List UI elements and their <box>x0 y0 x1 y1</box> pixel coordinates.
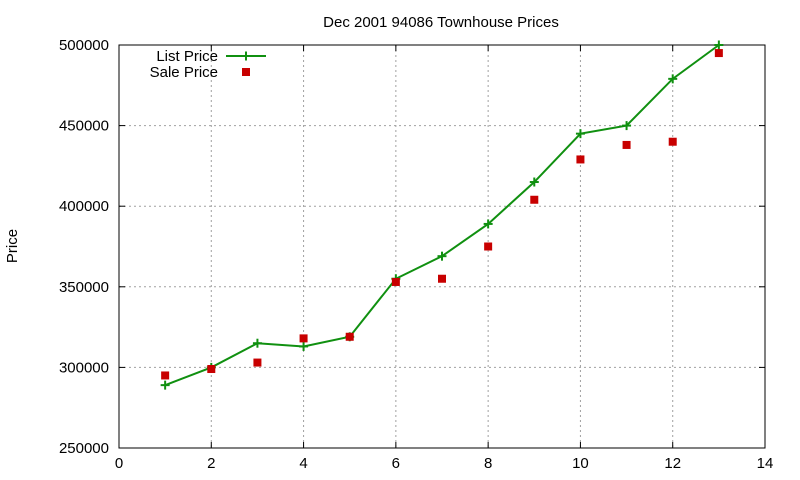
x-tick-label: 2 <box>207 455 215 472</box>
data-point <box>253 358 262 367</box>
data-point <box>622 140 631 149</box>
x-tick-label: 8 <box>484 455 492 472</box>
series <box>160 40 724 390</box>
series-line <box>164 44 720 387</box>
series-sale-price <box>161 49 723 380</box>
x-tick-label: 10 <box>572 455 589 472</box>
y-tick-label: 350000 <box>59 279 109 296</box>
y-axis-label: Price <box>4 229 21 263</box>
y-tick-label: 300000 <box>59 359 109 376</box>
legend-marker <box>242 68 250 76</box>
data-point <box>299 334 308 343</box>
data-point <box>299 341 309 351</box>
data-point <box>575 129 585 139</box>
data-point <box>529 177 539 187</box>
data-point <box>484 242 493 251</box>
data-point <box>622 121 632 131</box>
data-point <box>714 49 723 58</box>
data-point <box>438 274 446 283</box>
data-point <box>207 365 216 374</box>
data-point <box>252 338 262 348</box>
grid <box>119 45 765 448</box>
legend-label: Sale Price <box>150 64 218 81</box>
x-tick-label: 0 <box>115 455 123 472</box>
series-list-price <box>160 40 724 390</box>
data-point <box>161 371 170 380</box>
legend-item: List Price <box>156 48 266 65</box>
legend-item: Sale Price <box>150 64 250 81</box>
data-point <box>437 251 447 261</box>
data-point <box>530 195 539 204</box>
x-tick-label: 14 <box>757 455 774 472</box>
axis-ticks: 0 2 4 6 8 10 12 14 250000 300000 350000 400000 45000… <box>59 37 773 472</box>
data-point <box>576 155 585 164</box>
x-tick-label: 6 <box>392 455 400 472</box>
plot-frame <box>118 44 766 449</box>
data-point <box>160 380 170 390</box>
data-point <box>714 40 724 50</box>
data-point <box>668 74 678 84</box>
data-point <box>483 219 493 229</box>
data-point <box>345 332 354 341</box>
data-point <box>391 277 400 286</box>
data-point <box>668 137 677 146</box>
y-tick-label: 400000 <box>59 198 109 215</box>
chart-title: Dec 2001 94086 Townhouse Prices <box>323 14 559 31</box>
x-tick-label: 12 <box>664 455 681 472</box>
y-tick-label: 250000 <box>59 440 109 457</box>
legend-marker <box>241 51 251 61</box>
y-tick-label: 500000 <box>59 37 109 54</box>
legend-label: List Price <box>156 48 218 65</box>
y-tick-label: 450000 <box>59 118 109 135</box>
x-tick-label: 4 <box>299 455 307 472</box>
